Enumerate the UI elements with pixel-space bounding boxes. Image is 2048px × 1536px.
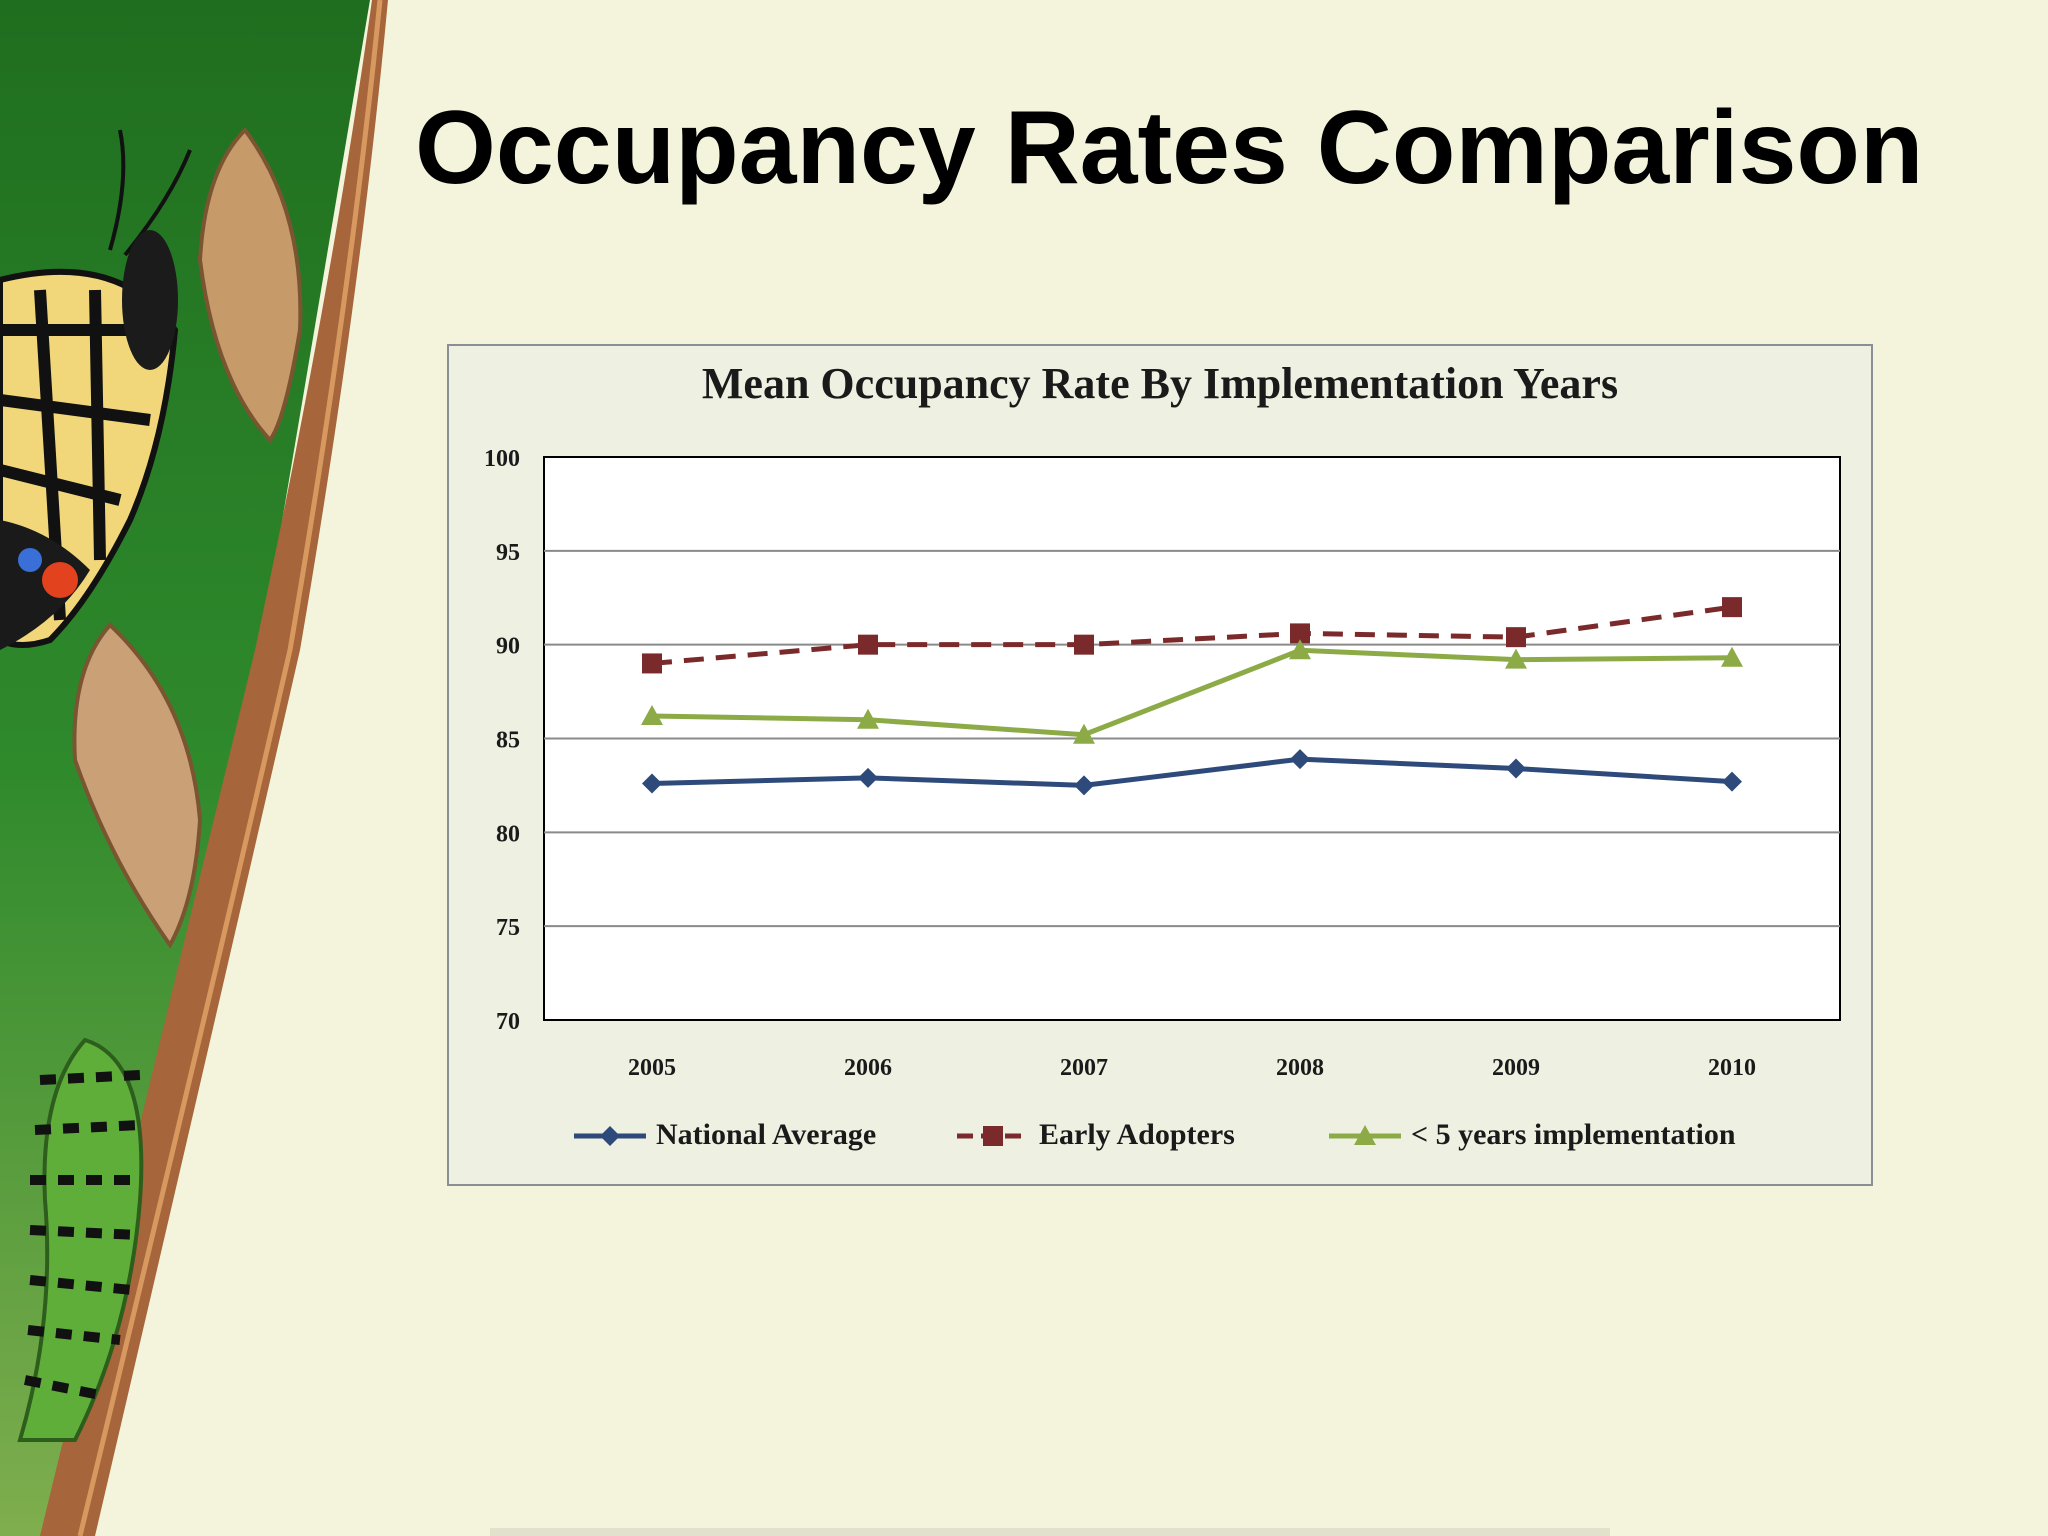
data-point xyxy=(1505,648,1527,669)
x-tick-label: 2008 xyxy=(1276,1055,1324,1081)
legend-item: National Average xyxy=(574,1118,876,1151)
series-line xyxy=(651,647,1733,738)
y-tick-label: 85 xyxy=(496,728,520,754)
data-point xyxy=(1074,634,1094,655)
legend-marker xyxy=(983,1126,1003,1146)
gridlines xyxy=(544,549,1840,928)
data-point xyxy=(1290,749,1310,770)
series-0 xyxy=(642,749,1742,796)
data-point xyxy=(1073,723,1095,744)
stem-highlight xyxy=(77,0,383,1536)
chart-legend: National Average Early Adopters < 5 years … xyxy=(574,1118,1736,1151)
series-group xyxy=(641,597,1743,796)
legend-marker xyxy=(1354,1125,1376,1145)
legend-marker xyxy=(600,1126,620,1146)
x-tick-label: 2010 xyxy=(1708,1055,1756,1081)
y-tick-label: 80 xyxy=(496,821,520,847)
x-axis: 2005 2006 2007 2008 2009 2010 xyxy=(628,1055,1756,1081)
series-1 xyxy=(642,597,1742,674)
chart-frame: Mean Occupancy Rate By Implementation Ye… xyxy=(447,344,1873,1186)
line-chart: Mean Occupancy Rate By Implementation Ye… xyxy=(484,359,1841,1151)
series-2 xyxy=(641,639,1743,744)
x-tick-label: 2005 xyxy=(628,1055,676,1081)
chrysalis-lower xyxy=(72,622,203,949)
series-line xyxy=(651,756,1733,788)
y-tick-label: 75 xyxy=(496,915,520,941)
y-tick-label: 90 xyxy=(496,634,520,660)
data-point xyxy=(858,634,878,655)
data-point xyxy=(1074,775,1094,796)
slide-title: Occupancy Rates Comparison xyxy=(415,90,1924,206)
data-point xyxy=(1721,646,1743,667)
plant-stem xyxy=(40,0,388,1536)
data-point xyxy=(642,773,662,794)
y-tick-label: 70 xyxy=(496,1009,520,1035)
chrysalis-upper xyxy=(197,126,303,444)
y-tick-label: 95 xyxy=(496,540,520,566)
data-point xyxy=(858,767,878,788)
chart-title: Mean Occupancy Rate By Implementation Ye… xyxy=(702,359,1618,408)
data-point xyxy=(1506,627,1526,648)
footer-bar xyxy=(490,1528,1610,1536)
y-tick-label: 100 xyxy=(484,446,520,472)
data-point xyxy=(1289,639,1311,660)
legend-label: Early Adopters xyxy=(1039,1118,1235,1151)
caterpillar xyxy=(17,1037,144,1442)
legend-label: < 5 years implementation xyxy=(1411,1118,1736,1151)
butterfly xyxy=(0,129,192,650)
legend-item: < 5 years implementation xyxy=(1329,1118,1736,1151)
series-line xyxy=(651,604,1733,666)
x-tick-label: 2006 xyxy=(844,1055,892,1081)
legend-label: National Average xyxy=(656,1118,876,1151)
legend-item: Early Adopters xyxy=(957,1118,1235,1151)
x-tick-label: 2007 xyxy=(1060,1055,1108,1081)
data-point xyxy=(642,653,662,674)
x-tick-label: 2009 xyxy=(1492,1055,1540,1081)
y-axis: 70 75 80 85 90 95 100 xyxy=(484,446,520,1035)
data-point xyxy=(1722,771,1742,792)
data-point xyxy=(641,704,663,725)
data-point xyxy=(1506,758,1526,779)
data-point xyxy=(1290,623,1310,644)
data-point xyxy=(857,708,879,729)
data-point xyxy=(1722,597,1742,618)
